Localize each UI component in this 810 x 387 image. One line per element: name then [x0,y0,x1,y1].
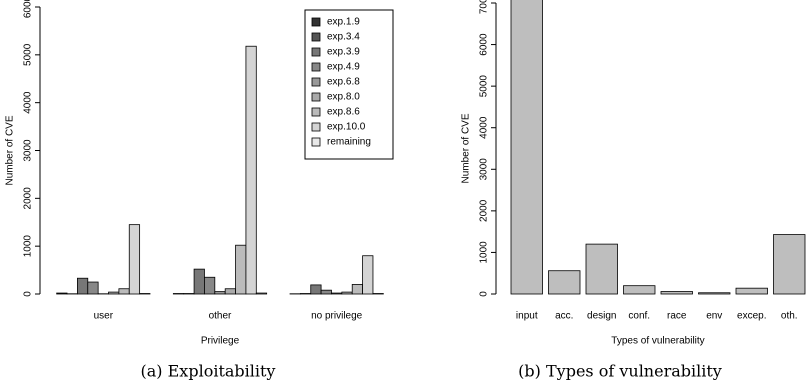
x-tick-label: acc. [555,311,573,322]
bar [585,243,618,295]
y-tick-label: 1000 [479,241,490,264]
bar [56,292,68,295]
y-tick-label: 0 [23,291,34,297]
legend-swatch [311,47,321,57]
bar [548,270,581,295]
bar [735,287,768,295]
legend-swatch [311,62,321,72]
y-tick-label: 2000 [23,187,34,210]
bar [235,244,247,295]
y-tick-label: 4000 [23,91,34,114]
legend-label: exp.3.9 [327,47,360,58]
legend-label: exp.8.6 [327,107,360,118]
legend-swatch [311,77,321,87]
bar [331,292,343,295]
x-tick-label: user [94,311,114,322]
plot-area [510,0,806,295]
y-tick-label: 7000 [479,0,490,14]
y-tick-label: 3000 [479,158,490,181]
bar [310,284,322,295]
x-tick-label: conf. [628,311,650,322]
legend-label: exp.4.9 [327,62,360,73]
x-tick-label: design [587,311,616,322]
bar [204,276,216,295]
legend-swatch [311,107,321,117]
y-tick-label: 2000 [479,199,490,222]
legend-label: exp.6.8 [327,77,360,88]
y-tick-label: 5000 [479,75,490,98]
y-tick-label: 4000 [479,116,490,139]
bar [320,289,332,295]
y-axis-label: Number of CVE [461,113,472,183]
bar [660,291,693,295]
plot-area [56,45,384,295]
bar [108,291,120,295]
x-axis-label: Types of vulnerability [611,336,704,347]
bar [224,288,236,295]
caption: (b) Types of vulnerability [518,362,722,381]
y-tick-label: 6000 [23,0,34,18]
bar [118,288,130,295]
bar [214,291,226,295]
legend-label: exp.8.0 [327,92,360,103]
bar [128,224,141,295]
bar [510,0,543,295]
caption: (a) Exploitability [141,362,276,381]
legend-swatch [311,32,321,42]
legend-swatch [311,122,321,132]
x-tick-label: env [706,311,722,322]
bar [362,255,374,295]
x-tick-label: other [209,311,232,322]
y-axis-label: Number of CVE [5,115,16,185]
bar [255,292,268,295]
bar [341,291,353,295]
legend-swatch [311,92,321,102]
bar [87,281,99,295]
legend-swatch [311,137,321,147]
x-tick-label: excep. [737,311,766,322]
x-tick-label: input [516,311,538,322]
y-tick-label: 1000 [23,235,34,258]
y-tick-label: 6000 [479,33,490,56]
x-tick-label: race [667,311,687,322]
x-tick-label: no privilege [311,311,363,322]
y-tick-label: 3000 [23,139,34,162]
y-tick-label: 0 [479,291,490,297]
legend-label: remaining [327,137,371,148]
bar [623,285,656,295]
legend-swatch [311,17,321,27]
x-tick-label: oth. [781,311,798,322]
x-axis-label: Privilege [201,336,240,347]
bar [245,45,257,295]
y-tick-label: 5000 [23,43,34,66]
bar [193,268,205,295]
bar [698,292,731,295]
legend-label: exp.3.4 [327,32,360,43]
bar [77,277,89,295]
legend-label: exp.1.9 [327,17,360,28]
bar [773,234,806,295]
legend-label: exp.10.0 [327,122,366,133]
bar [351,284,363,295]
